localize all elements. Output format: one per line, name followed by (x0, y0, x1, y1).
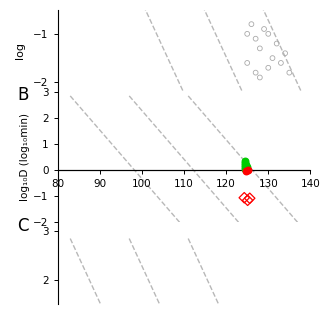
Point (245, 164, 250, 169)
Point (249, 21, 254, 27)
Point (244, 162, 249, 167)
Text: Temp (°C): Temp (°C) (155, 245, 213, 258)
Y-axis label: log: log (15, 42, 25, 59)
Point (245, 31, 250, 36)
Point (278, 60, 284, 66)
Point (243, 168, 248, 173)
Point (246, 168, 251, 173)
Point (243, 166, 248, 172)
Point (253, 36, 258, 41)
Point (242, 195, 247, 200)
Point (243, 163, 248, 168)
Point (245, 60, 250, 66)
Point (257, 75, 262, 80)
Point (266, 65, 271, 70)
Point (243, 164, 248, 170)
Point (274, 41, 279, 46)
Text: Temp (°C): Temp (°C) (155, 110, 213, 123)
Point (266, 31, 271, 36)
Point (270, 56, 275, 61)
Point (247, 196, 252, 201)
Point (243, 161, 248, 166)
Point (257, 46, 262, 51)
Point (245, 198, 250, 203)
Point (261, 27, 267, 32)
Text: C: C (17, 218, 29, 236)
Text: B: B (17, 85, 28, 104)
Point (283, 51, 288, 56)
Point (287, 70, 292, 75)
Point (253, 70, 258, 75)
Point (243, 159, 248, 164)
Y-axis label: log₁₀D (log₁₀min): log₁₀D (log₁₀min) (20, 113, 30, 201)
